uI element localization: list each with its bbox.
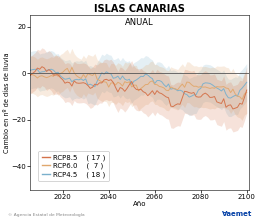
Text: Ɐaemet: Ɐaemet: [222, 211, 252, 217]
Y-axis label: Cambio en nº de días de lluvia: Cambio en nº de días de lluvia: [4, 52, 10, 153]
Text: © Agencia Estatal de Meteorología: © Agencia Estatal de Meteorología: [8, 213, 85, 217]
Legend: RCP8.5    ( 17 ), RCP6.0    (  7 ), RCP4.5    ( 18 ): RCP8.5 ( 17 ), RCP6.0 ( 7 ), RCP4.5 ( 18…: [38, 151, 109, 181]
X-axis label: Año: Año: [133, 201, 146, 207]
Title: ISLAS CANARIAS: ISLAS CANARIAS: [94, 4, 185, 14]
Text: ANUAL: ANUAL: [125, 18, 154, 27]
